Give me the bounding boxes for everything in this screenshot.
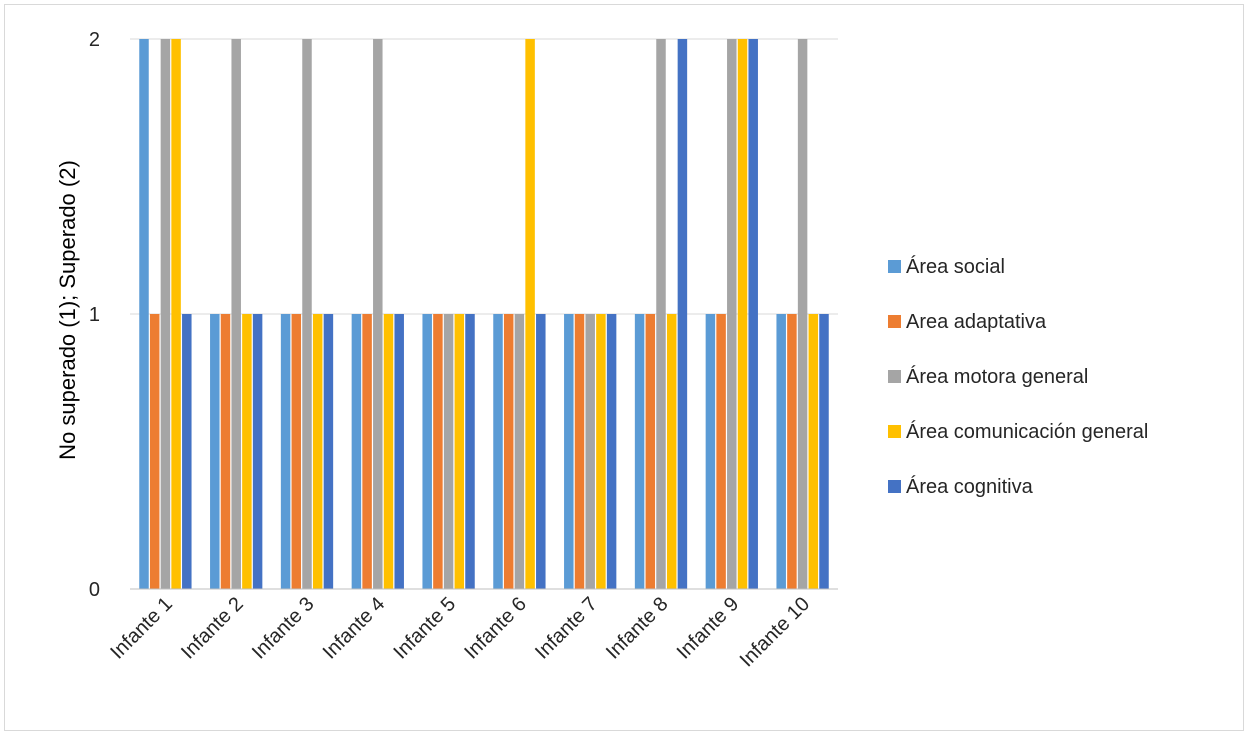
bar	[291, 314, 302, 589]
x-category-label: Infante 9	[673, 593, 744, 664]
bar	[727, 39, 737, 589]
bar	[171, 39, 181, 589]
bar	[323, 314, 334, 589]
bar	[139, 39, 149, 589]
legend-swatch	[888, 480, 901, 493]
bar	[160, 39, 171, 589]
legend-swatch	[888, 260, 901, 273]
bar	[280, 314, 291, 589]
legend-label: Área social	[906, 255, 1005, 278]
bar	[808, 314, 819, 589]
bar	[182, 314, 192, 589]
bar	[394, 314, 404, 589]
bar	[666, 314, 677, 589]
x-category-label: Infante 10	[736, 593, 814, 671]
y-axis-title: No superado (1); Superado (2)	[55, 160, 80, 460]
x-category-label: Infante 8	[602, 593, 673, 664]
bar	[677, 39, 688, 589]
y-tick-label: 0	[89, 579, 100, 601]
bar	[231, 39, 241, 589]
legend-label: Área comunicación general	[906, 420, 1148, 443]
bar	[564, 314, 574, 589]
bar	[525, 39, 535, 589]
bar	[493, 314, 503, 589]
bar	[373, 39, 383, 589]
bar	[454, 314, 465, 589]
x-category-label: Infante 7	[531, 593, 602, 664]
bar	[737, 39, 748, 589]
bar	[242, 314, 252, 589]
bar	[465, 314, 475, 589]
x-category-label: Infante 5	[390, 593, 461, 664]
bar	[819, 314, 829, 589]
bar	[220, 314, 231, 589]
bar	[351, 314, 362, 589]
bar	[362, 314, 372, 589]
bar	[312, 314, 323, 589]
bar	[536, 314, 546, 589]
x-category-label: Infante 3	[248, 593, 319, 664]
bar	[252, 314, 263, 589]
bar	[716, 314, 726, 589]
bar	[514, 314, 525, 589]
bar	[422, 314, 432, 589]
bar	[645, 314, 656, 589]
bar	[383, 314, 394, 589]
bar	[503, 314, 514, 589]
x-category-label: Infante 6	[460, 593, 531, 664]
y-tick-label: 1	[89, 304, 100, 326]
legend-label: Area adaptativa	[906, 311, 1047, 333]
legend-swatch	[888, 370, 901, 383]
legend-label: Área motora general	[906, 365, 1088, 388]
legend-swatch	[888, 425, 901, 438]
bar	[797, 39, 808, 589]
bar	[149, 314, 160, 589]
bar	[634, 314, 645, 589]
bar	[776, 314, 786, 589]
bar	[574, 314, 585, 589]
x-category-label: Infante 1	[106, 593, 177, 664]
bar	[443, 314, 454, 589]
bar	[705, 314, 716, 589]
bar	[748, 39, 758, 589]
bar	[302, 39, 312, 589]
bar	[606, 314, 617, 589]
legend-swatch	[888, 315, 901, 328]
bar	[210, 314, 220, 589]
bar	[787, 314, 797, 589]
x-category-label: Infante 4	[319, 593, 390, 664]
bar	[585, 314, 595, 589]
y-tick-label: 2	[89, 29, 100, 51]
x-category-label: Infante 2	[177, 593, 248, 664]
bar	[656, 39, 666, 589]
bar	[596, 314, 606, 589]
legend-label: Área cognitiva	[906, 475, 1034, 498]
bar	[433, 314, 443, 589]
